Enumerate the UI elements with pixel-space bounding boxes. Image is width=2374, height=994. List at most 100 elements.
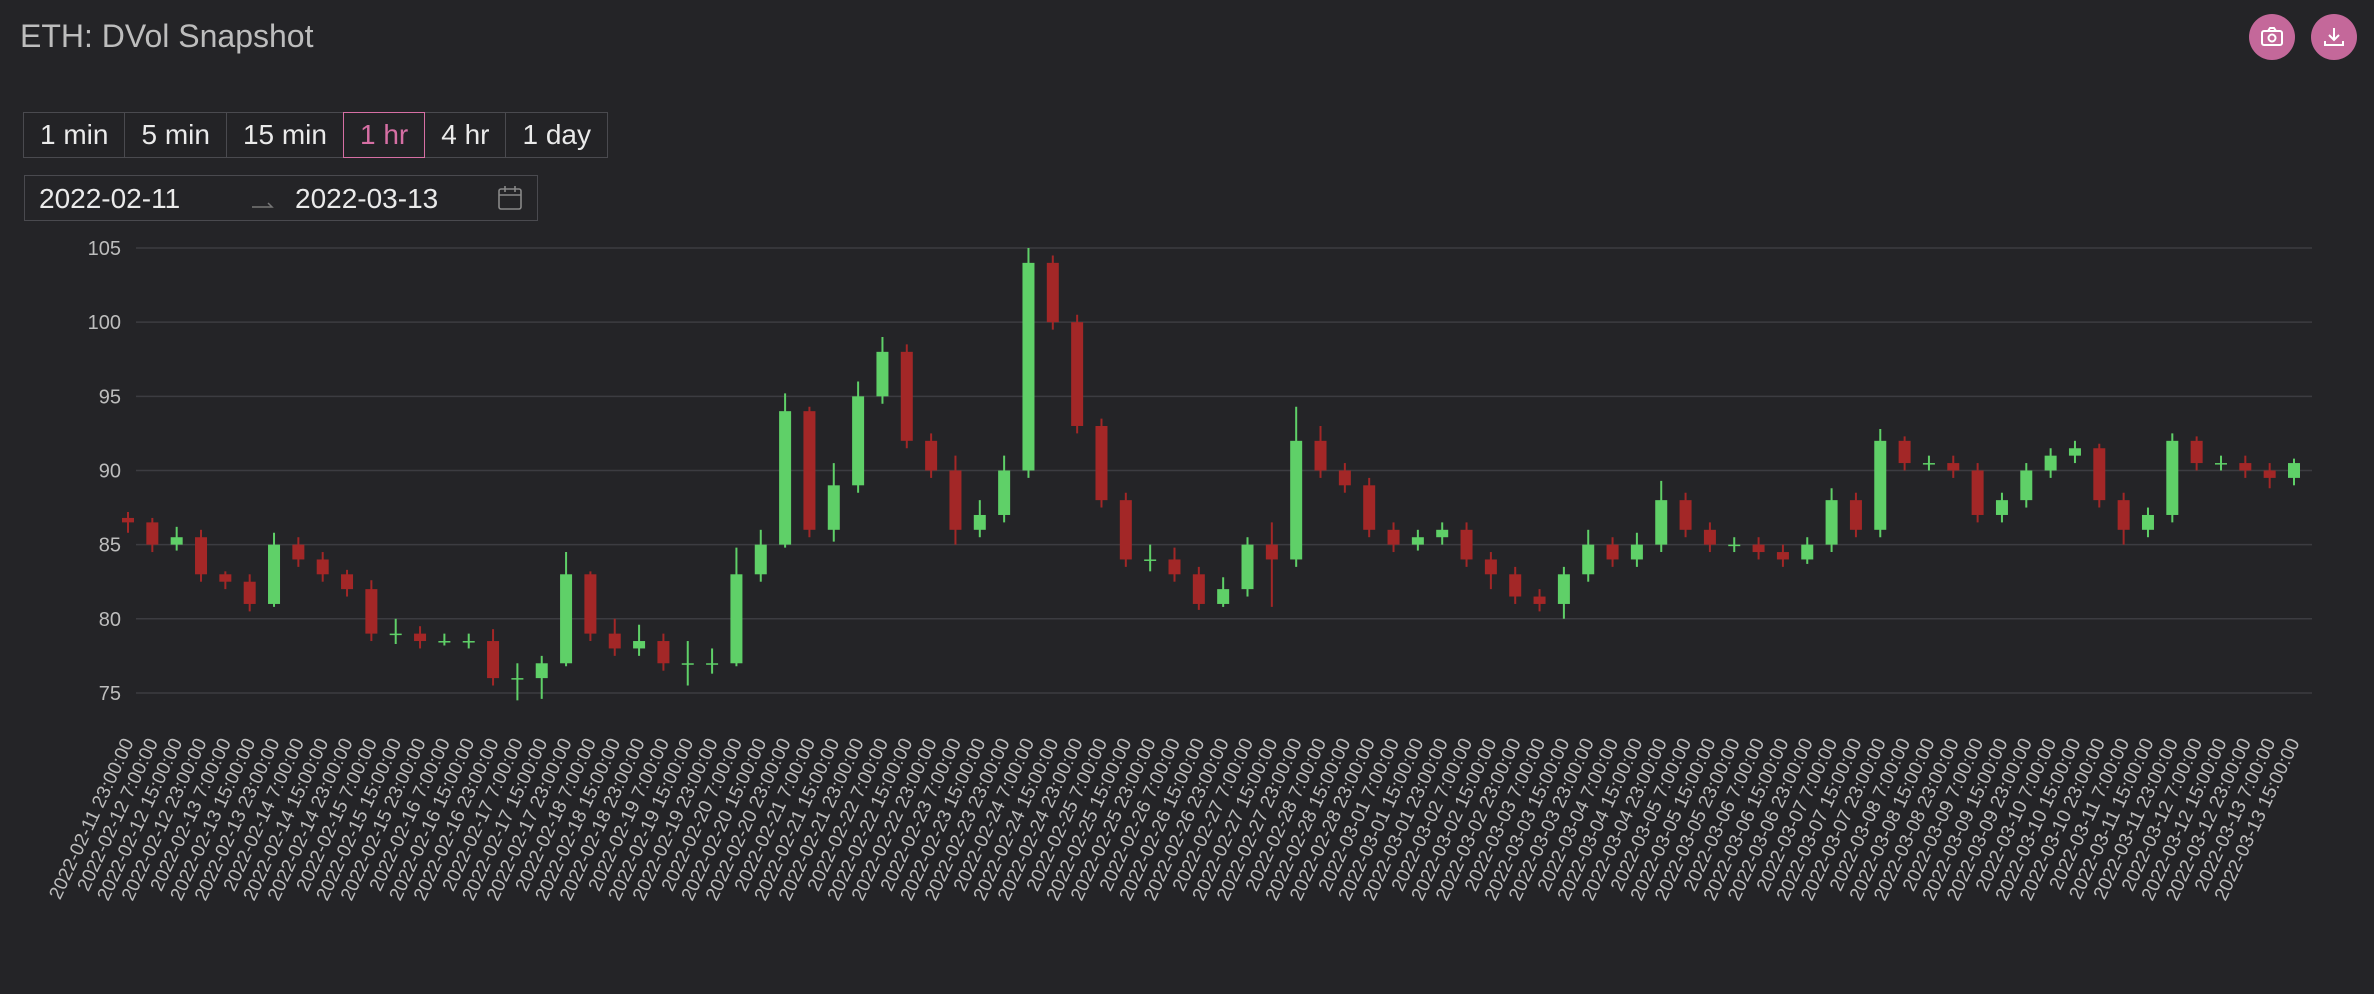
x-tick-label: 2022-02-21 7:00:00 bbox=[731, 735, 820, 894]
candle-body bbox=[389, 633, 402, 636]
x-tick-label: 2022-03-05 23:00:00 bbox=[1651, 735, 1745, 904]
x-tick-label: 2022-02-13 7:00:00 bbox=[147, 735, 236, 894]
candle-body bbox=[560, 574, 573, 664]
interval-button[interactable]: 15 min bbox=[225, 112, 344, 158]
x-tick-label: 2022-02-12 23:00:00 bbox=[118, 735, 212, 904]
x-tick-label: 2022-03-09 23:00:00 bbox=[1943, 735, 2037, 904]
candle-body bbox=[608, 633, 621, 649]
x-tick-label: 2022-03-02 7:00:00 bbox=[1388, 735, 1477, 894]
candle-body bbox=[2068, 448, 2081, 456]
x-tick-label: 2022-02-15 7:00:00 bbox=[293, 735, 382, 894]
x-tick-label: 2022-02-13 23:00:00 bbox=[191, 735, 285, 904]
x-tick-label: 2022-03-09 7:00:00 bbox=[1899, 735, 1988, 894]
candle-body bbox=[365, 589, 378, 634]
interval-button[interactable]: 5 min bbox=[124, 112, 227, 158]
candle-body bbox=[1265, 544, 1278, 560]
candle-body bbox=[1971, 470, 1984, 515]
x-tick-label: 2022-02-24 15:00:00 bbox=[970, 735, 1064, 904]
x-tick-label: 2022-02-21 15:00:00 bbox=[751, 735, 845, 904]
x-tick-label: 2022-03-09 15:00:00 bbox=[1919, 735, 2013, 904]
candle-body bbox=[1314, 440, 1327, 471]
x-tick-label: 2022-02-14 15:00:00 bbox=[240, 735, 334, 904]
candle-body bbox=[1557, 574, 1570, 604]
candle-body bbox=[2044, 455, 2057, 471]
x-tick-label: 2022-03-10 23:00:00 bbox=[2016, 735, 2110, 904]
download-button[interactable] bbox=[2311, 14, 2357, 60]
candle-body bbox=[1995, 500, 2008, 515]
interval-selector: 1 min 5 min 15 min 1 hr 4 hr 1 day bbox=[23, 112, 608, 158]
x-tick-label: 2022-02-20 23:00:00 bbox=[702, 735, 796, 904]
candle-body bbox=[1655, 500, 1668, 545]
candle-body bbox=[2214, 463, 2227, 465]
x-tick-label: 2022-03-07 7:00:00 bbox=[1753, 735, 1842, 894]
screenshot-button[interactable] bbox=[2249, 14, 2295, 60]
candle-body bbox=[2141, 514, 2154, 530]
x-tick-label: 2022-02-17 15:00:00 bbox=[459, 735, 553, 904]
x-tick-label: 2022-03-11 7:00:00 bbox=[2046, 735, 2135, 893]
x-tick-label: 2022-03-13 15:00:00 bbox=[2211, 735, 2305, 904]
interval-button[interactable]: 4 hr bbox=[424, 112, 507, 158]
x-tick-label: 2022-03-03 7:00:00 bbox=[1461, 735, 1550, 894]
candle-body bbox=[2239, 463, 2252, 471]
x-tick-label: 2022-02-27 7:00:00 bbox=[1169, 735, 1258, 894]
x-tick-label: 2022-03-10 7:00:00 bbox=[1972, 735, 2061, 894]
x-tick-label: 2022-02-24 7:00:00 bbox=[950, 735, 1039, 894]
candle-body bbox=[1363, 485, 1376, 530]
candle-body bbox=[292, 544, 305, 560]
x-tick-label: 2022-03-06 15:00:00 bbox=[1700, 735, 1794, 904]
range-arrow bbox=[252, 202, 274, 208]
y-tick-label: 85 bbox=[99, 535, 121, 557]
x-tick-label: 2022-03-04 23:00:00 bbox=[1578, 735, 1672, 904]
x-tick-label: 2022-03-13 7:00:00 bbox=[2191, 735, 2280, 894]
x-tick-label: 2022-02-12 7:00:00 bbox=[74, 735, 163, 894]
x-tick-label: 2022-02-18 23:00:00 bbox=[556, 735, 650, 904]
candle-body bbox=[511, 678, 524, 680]
candle-body bbox=[925, 440, 938, 471]
x-tick-label: 2022-02-20 7:00:00 bbox=[658, 735, 747, 894]
x-tick-label: 2022-02-14 7:00:00 bbox=[220, 735, 309, 894]
candle-body bbox=[803, 411, 816, 530]
y-tick-label: 105 bbox=[88, 238, 121, 260]
candle-body bbox=[1728, 544, 1741, 547]
candle-body bbox=[681, 663, 694, 665]
candle-body bbox=[462, 641, 475, 643]
x-tick-label: 2022-02-28 23:00:00 bbox=[1286, 735, 1380, 904]
candle-body bbox=[1460, 529, 1473, 560]
camera-icon bbox=[2261, 27, 2283, 46]
candle-body bbox=[852, 396, 865, 486]
y-tick-label: 100 bbox=[88, 312, 121, 334]
interval-button[interactable]: 1 min bbox=[23, 112, 126, 158]
x-tick-label: 2022-02-25 15:00:00 bbox=[1043, 735, 1137, 904]
x-tick-label: 2022-02-19 15:00:00 bbox=[605, 735, 699, 904]
x-tick-label: 2022-02-14 23:00:00 bbox=[264, 735, 358, 904]
candle-body bbox=[1630, 544, 1643, 560]
x-tick-label: 2022-02-16 7:00:00 bbox=[366, 735, 455, 894]
candle-body bbox=[535, 663, 548, 679]
x-tick-label: 2022-03-11 23:00:00 bbox=[2090, 735, 2183, 903]
x-tick-label: 2022-03-07 15:00:00 bbox=[1773, 735, 1867, 904]
x-tick-label: 2022-02-19 23:00:00 bbox=[629, 735, 723, 904]
x-tick-label: 2022-02-16 23:00:00 bbox=[410, 735, 504, 904]
candle-body bbox=[268, 544, 281, 604]
candle-body bbox=[1436, 529, 1449, 538]
candle-body bbox=[1898, 440, 1911, 464]
x-tick-label: 2022-02-13 15:00:00 bbox=[167, 735, 261, 904]
date-range-picker[interactable]: 2022-02-11 2022-03-13 bbox=[24, 175, 538, 221]
candle-body bbox=[1582, 544, 1595, 575]
x-tick-label: 2022-03-01 23:00:00 bbox=[1359, 735, 1453, 904]
candle-body bbox=[243, 581, 256, 604]
candle-body bbox=[876, 351, 889, 397]
x-tick-label: 2022-03-06 23:00:00 bbox=[1724, 735, 1818, 904]
x-tick-label: 2022-03-12 15:00:00 bbox=[2138, 735, 2232, 904]
x-tick-label: 2022-02-23 23:00:00 bbox=[921, 735, 1015, 904]
x-tick-label: 2022-02-23 15:00:00 bbox=[897, 735, 991, 904]
x-tick-label: 2022-03-11 15:00:00 bbox=[2066, 735, 2159, 903]
candle-body bbox=[779, 411, 792, 545]
interval-button[interactable]: 1 day bbox=[505, 112, 608, 158]
x-tick-label: 2022-02-25 7:00:00 bbox=[1023, 735, 1112, 894]
x-tick-label: 2022-03-02 15:00:00 bbox=[1408, 735, 1502, 904]
candle-body bbox=[2288, 463, 2300, 478]
interval-button[interactable]: 1 hr bbox=[342, 112, 426, 158]
candle-body bbox=[146, 522, 159, 545]
x-tick-label: 2022-03-01 15:00:00 bbox=[1335, 735, 1429, 904]
